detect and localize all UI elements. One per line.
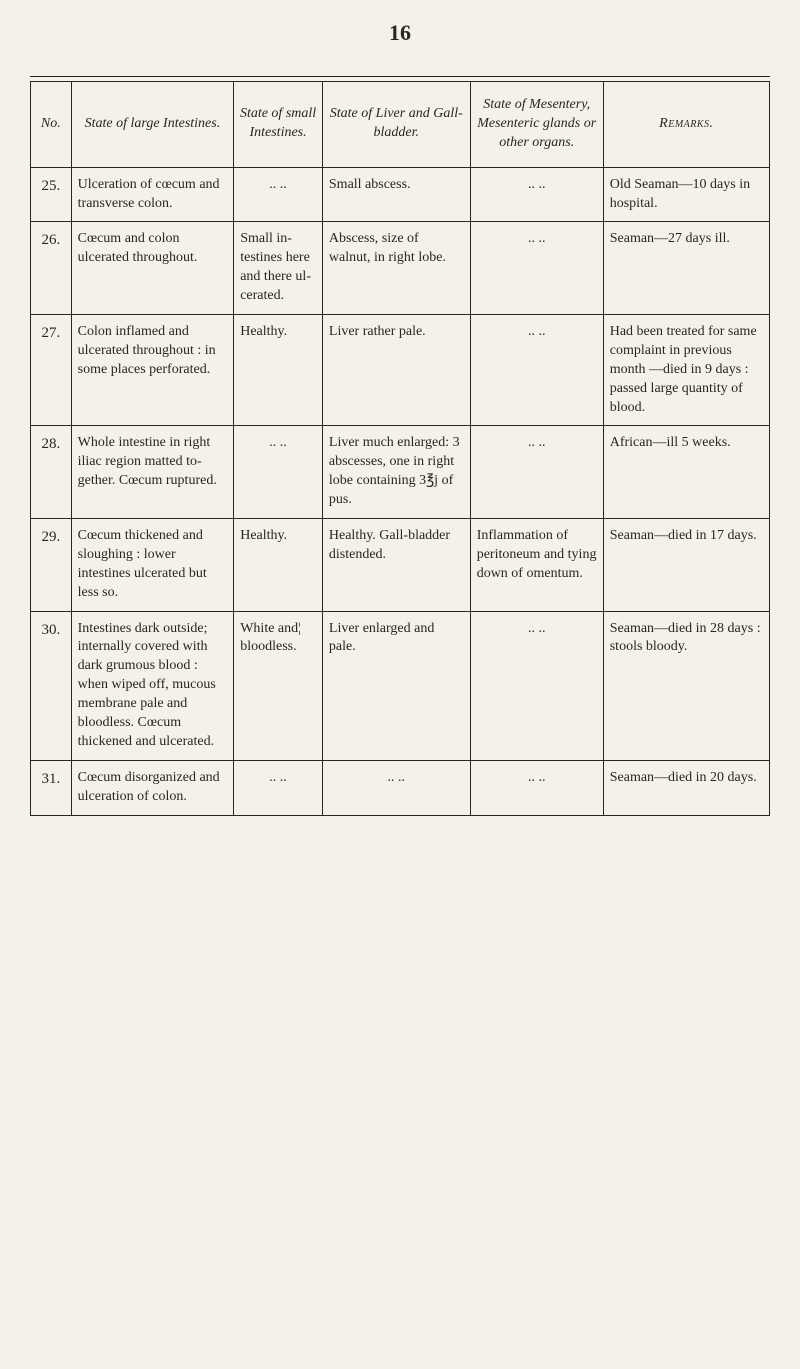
page-number: 16: [30, 20, 770, 46]
cell-remarks: Seaman—died in 20 days.: [603, 760, 769, 815]
cell-mesentery: .. ..: [470, 426, 603, 519]
cell-intestines: Cœcum thickened and sloughing : lower in…: [71, 519, 234, 612]
cell-remarks: Seaman—died in 17 days.: [603, 519, 769, 612]
cell-small: .. ..: [234, 760, 323, 815]
cell-intestines: Intestines dark outside; internal­ly cov…: [71, 611, 234, 760]
table-row: 29. Cœcum thickened and sloughing : lowe…: [31, 519, 770, 612]
table-row: 27. Colon inflamed and ulcerated through…: [31, 315, 770, 426]
header-intestines: State of large Intestines.: [71, 82, 234, 168]
cell-mesentery: .. ..: [470, 315, 603, 426]
table-row: 26. Cœcum and co­lon ulcerated throughou…: [31, 222, 770, 315]
cell-remarks: Seaman—died in 28 days : stools bloody.: [603, 611, 769, 760]
cell-liver: .. ..: [322, 760, 470, 815]
header-remarks: Remarks.: [603, 82, 769, 168]
cell-liver: Healthy. Gall-bladder dis­tended.: [322, 519, 470, 612]
cell-mesentery: .. ..: [470, 222, 603, 315]
cell-liver: Abscess, size of walnut, in right lobe.: [322, 222, 470, 315]
cell-liver: Liver much en­larged: 3 ab­scesses, one …: [322, 426, 470, 519]
cell-liver: Small abscess.: [322, 167, 470, 222]
cell-remarks: Old Seaman—10 days in hospital.: [603, 167, 769, 222]
table-row: 30. Intestines dark outside; internal­ly…: [31, 611, 770, 760]
cell-intestines: Whole intestine in right iliac re­gion m…: [71, 426, 234, 519]
cell-mesentery: .. ..: [470, 167, 603, 222]
medical-table: No. State of large Intestines. State of …: [30, 81, 770, 816]
cell-small: White and¦ blood­less.: [234, 611, 323, 760]
cell-liver: Liver enlarged and pale.: [322, 611, 470, 760]
cell-no: 28.: [31, 426, 72, 519]
cell-liver: Liver rather pale.: [322, 315, 470, 426]
cell-no: 27.: [31, 315, 72, 426]
cell-no: 29.: [31, 519, 72, 612]
table-row: 28. Whole intestine in right iliac re­gi…: [31, 426, 770, 519]
cell-small: Small in­testines here and there ul­cera…: [234, 222, 323, 315]
cell-small: .. ..: [234, 426, 323, 519]
cell-intestines: Cœcum disorgan­ized and ulcera­tion of c…: [71, 760, 234, 815]
cell-intestines: Colon inflamed and ulcerated throughout …: [71, 315, 234, 426]
cell-no: 25.: [31, 167, 72, 222]
cell-remarks: Had been treated for same com­plaint in …: [603, 315, 769, 426]
cell-small: Healthy.: [234, 519, 323, 612]
header-small-intestines: State of small Intes­tines.: [234, 82, 323, 168]
cell-remarks: Seaman—27 days ill.: [603, 222, 769, 315]
cell-remarks: African—ill 5 weeks.: [603, 426, 769, 519]
top-rule: [30, 76, 770, 77]
cell-intestines: Cœcum and co­lon ulcerated throughout.: [71, 222, 234, 315]
cell-mesentery: .. ..: [470, 760, 603, 815]
table-row: 25. Ulceration of cœ­cum and trans­verse…: [31, 167, 770, 222]
cell-mesentery: .. ..: [470, 611, 603, 760]
header-row: No. State of large Intestines. State of …: [31, 82, 770, 168]
header-liver: State of Liver and Gall-blad­der.: [322, 82, 470, 168]
table-row: 31. Cœcum disorgan­ized and ulcera­tion …: [31, 760, 770, 815]
cell-small: Healthy.: [234, 315, 323, 426]
cell-intestines: Ulceration of cœ­cum and trans­verse col…: [71, 167, 234, 222]
cell-no: 26.: [31, 222, 72, 315]
header-mesentery: State of Mesentery, Mesenteric glands or…: [470, 82, 603, 168]
cell-small: .. ..: [234, 167, 323, 222]
cell-no: 31.: [31, 760, 72, 815]
header-no: No.: [31, 82, 72, 168]
cell-mesentery: Inflammation of peritone­um and ty­ing d…: [470, 519, 603, 612]
cell-no: 30.: [31, 611, 72, 760]
